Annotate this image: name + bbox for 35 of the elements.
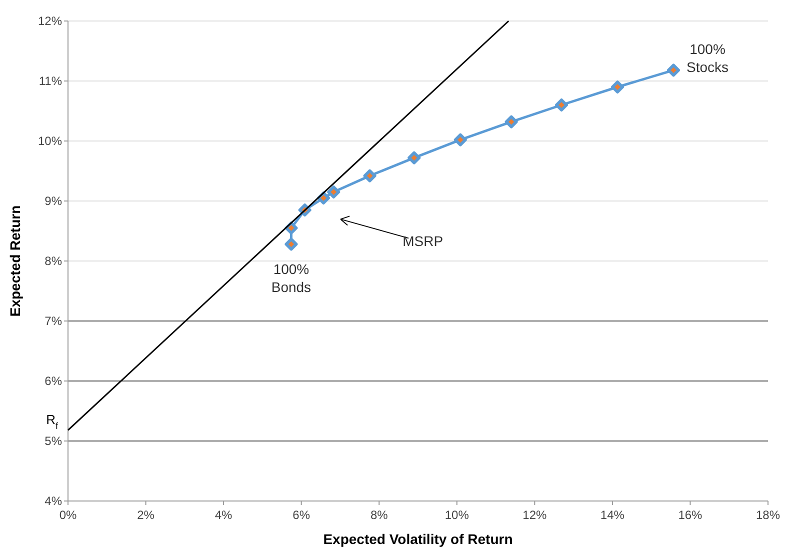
point (504, 115, 518, 128)
y-tick-label: 5% (44, 434, 62, 448)
x-tick-label: 6% (292, 508, 310, 522)
point (667, 64, 680, 77)
x-axis-title: Expected Volatility of Return (323, 531, 513, 547)
x-tick-label: 2% (137, 508, 155, 522)
x-tick-label: 18% (756, 508, 780, 522)
x-tick-label: 10% (444, 508, 470, 522)
point (363, 169, 376, 182)
x-tick-label: 0% (59, 508, 77, 522)
y-axis-title: Expected Return (7, 205, 23, 317)
annotation: R$_{f}$ (46, 412, 58, 432)
x-tick-label: 16% (678, 508, 703, 522)
annotation: MSRP (402, 233, 444, 250)
point (327, 186, 340, 198)
y-tick-label: 6% (44, 374, 62, 388)
point (454, 133, 467, 146)
y-tick-label: 12% (38, 14, 62, 28)
point (317, 192, 330, 204)
y-tick-label: 10% (38, 134, 62, 148)
x-tick-label: 4% (214, 508, 233, 522)
y-tick-label: 11% (38, 74, 62, 88)
y-tick-label: 4% (44, 494, 62, 508)
x-tick-label: 12% (522, 508, 547, 522)
point (555, 98, 568, 112)
y-tick-label: 8% (44, 254, 62, 268)
annotation: 100% Stocks (686, 41, 729, 76)
x-tick-label: 14% (600, 508, 625, 522)
point (284, 238, 298, 251)
x-tick-label: 8% (370, 508, 388, 522)
y-tick-label: 9% (44, 194, 62, 208)
annotation: 100% Bonds (271, 261, 312, 296)
point (408, 151, 421, 164)
y-tick-label: 7% (44, 314, 62, 328)
point (611, 80, 624, 94)
